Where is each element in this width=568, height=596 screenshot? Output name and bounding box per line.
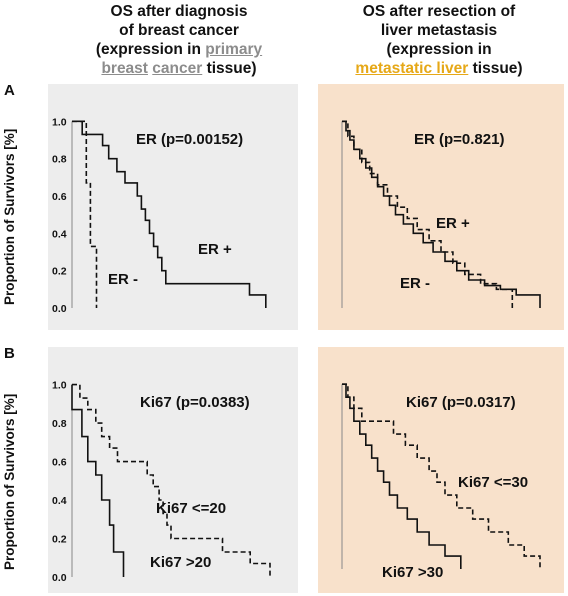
survival-curve-1	[342, 120, 541, 308]
annotation-series2: ER -	[108, 271, 138, 288]
survival-curve-1	[72, 383, 271, 577]
panel-background	[318, 347, 564, 593]
right-column-header: OS after resection of liver metastasis (…	[318, 2, 560, 78]
left-header-primary: primary	[205, 41, 263, 58]
panel-a-left: 1.0 0.8 0.6 0.4 0.2 0.0 ER (p=0.00152) ER + ER -	[48, 84, 298, 330]
annotation-title: Ki67 (p=0.0383)	[140, 394, 250, 411]
y-tick-label: 0.6	[52, 457, 67, 469]
right-header-line2: liver metastasis	[380, 22, 498, 39]
survival-curve-2	[342, 120, 514, 308]
right-header-line1: OS after resection of	[362, 3, 516, 20]
chart-b-left: 1.0 0.8 0.6 0.4 0.2 0.0 Ki67 (p=0.0383) Ki67 <=…	[48, 347, 298, 593]
panel-background	[48, 84, 298, 330]
chart-b-right: Ki67 (p=0.0317) Ki67 <=30 Ki67 >30	[318, 347, 564, 593]
annotation-title: Ki67 (p=0.0317)	[406, 394, 516, 411]
y-tick-label: 1.0	[52, 380, 67, 392]
y-tick-label: 0.0	[52, 303, 67, 315]
panel-b-right: Ki67 (p=0.0317) Ki67 <=30 Ki67 >30	[318, 347, 564, 593]
left-header-breast: breast	[101, 60, 148, 77]
row-label-b: B	[4, 345, 15, 362]
survival-curve-2	[71, 384, 125, 577]
left-header-line2: of breast cancer	[119, 22, 239, 39]
y-tick-label: 0.4	[52, 228, 67, 240]
left-column-header: OS after diagnosis of breast cancer (exp…	[48, 2, 310, 78]
chart-a-right: ER (p=0.821) ER + ER -	[318, 84, 564, 330]
annotation-series2: ER -	[400, 275, 430, 292]
y-tick-label: 0.4	[52, 495, 67, 507]
annotation-title: ER (p=0.00152)	[136, 131, 243, 148]
row-label-a: A	[4, 82, 15, 99]
y-axis-label-row-a: Proportion of Survivors [%]	[2, 128, 17, 305]
annotation-series1: ER +	[198, 241, 232, 258]
y-tick-label: 0.0	[52, 572, 67, 584]
y-tick-label: 1.0	[52, 116, 67, 128]
y-tick-label: 0.6	[52, 191, 67, 203]
right-header-tissue: tissue)	[472, 60, 523, 77]
y-tick-label: 0.2	[52, 266, 67, 278]
annotation-series2: Ki67 >20	[150, 554, 211, 571]
annotation-series1: Ki67 <=20	[156, 500, 226, 517]
annotation-title: ER (p=0.821)	[414, 131, 504, 148]
annotation-series1: ER +	[436, 215, 470, 232]
panel-background	[318, 84, 564, 330]
y-tick-label: 0.2	[52, 534, 67, 546]
left-header-line3: (expression in	[95, 41, 201, 58]
annotation-series2: Ki67 >30	[382, 564, 443, 581]
chart-a-left: 1.0 0.8 0.6 0.4 0.2 0.0 ER (p=0.00152) ER + ER -	[48, 84, 298, 330]
panel-a-right: ER (p=0.821) ER + ER -	[318, 84, 564, 330]
left-header-tissue: tissue)	[206, 60, 257, 77]
y-axis-label-row-b: Proportion of Survivors [%]	[2, 393, 17, 570]
left-header-cancer: cancer	[152, 60, 203, 77]
survival-curve-1	[72, 120, 267, 308]
panel-background	[48, 347, 298, 593]
right-header-metastatic-liver: metastatic liver	[355, 60, 469, 77]
left-header-line1: OS after diagnosis	[110, 3, 248, 20]
panel-b-left: 1.0 0.8 0.6 0.4 0.2 0.0 Ki67 (p=0.0383) Ki67 <=…	[48, 347, 298, 593]
y-tick-label: 0.8	[52, 154, 67, 166]
y-tick-label: 0.8	[52, 418, 67, 430]
survival-curve-2	[342, 383, 462, 569]
survival-curve-1	[342, 383, 541, 569]
right-header-line3: (expression in	[386, 41, 492, 58]
annotation-series1: Ki67 <=30	[458, 474, 528, 491]
